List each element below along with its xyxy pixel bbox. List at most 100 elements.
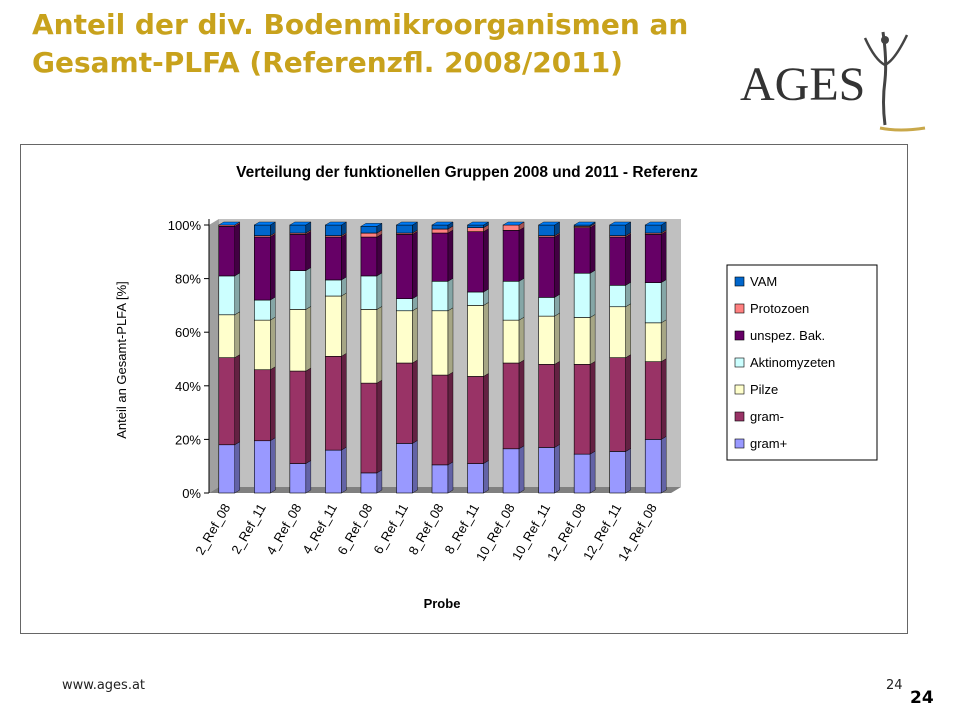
bar-segment (644, 439, 662, 494)
page-number-big: 24 (910, 688, 934, 708)
x-tick-label: 4_Ref_11 (299, 501, 340, 556)
bar-segment (467, 224, 484, 228)
bar-segment (254, 224, 271, 237)
bar-segment (467, 376, 484, 464)
bar-segment (609, 236, 626, 286)
legend-swatch (734, 411, 745, 422)
legend-label: Pilze (750, 382, 778, 397)
bar-segment (467, 305, 484, 377)
bar-segment (609, 451, 626, 494)
y-tick-label: 100% (168, 218, 202, 233)
bar-segment (644, 234, 662, 283)
bar-segment-side (661, 436, 667, 494)
bar-segment (396, 224, 413, 234)
bar-segment (396, 298, 413, 312)
bar-segment (254, 236, 271, 301)
bar-segment (431, 232, 449, 282)
x-tick-label: 8_Ref_11 (441, 501, 482, 556)
bar-segment (325, 236, 342, 281)
bar-segment-side (376, 272, 383, 310)
legend-swatch (734, 438, 745, 449)
bar-segment (325, 224, 342, 237)
bar-segment (254, 440, 271, 494)
bar-segment (360, 309, 378, 384)
bar-segment (573, 453, 591, 494)
bar-segment-side (234, 272, 240, 316)
stacked-bar-chart: Verteilung der funktionellen Gruppen 200… (114, 164, 878, 611)
bar-segment (431, 280, 449, 312)
bar-segment (254, 319, 271, 371)
bar-segment (325, 449, 342, 494)
bar-segment (254, 369, 271, 442)
bar-segment (502, 224, 520, 231)
legend-swatch (734, 384, 745, 395)
bar-top-face (502, 221, 525, 226)
bar-segment-side (305, 460, 312, 494)
bar-top-face (289, 221, 312, 226)
bar-segment (538, 236, 555, 298)
bar-segment-side (589, 269, 596, 318)
bar-segment (218, 444, 236, 494)
bar-segment (360, 232, 378, 238)
bar-segment (502, 230, 520, 282)
legend-swatch (734, 303, 745, 314)
bar-segment (360, 472, 378, 494)
bar-segment (289, 234, 307, 271)
bar-segment-side (447, 307, 454, 376)
bar-top-face (253, 221, 277, 226)
bar-top-face (395, 221, 419, 226)
bar-segment (502, 280, 520, 321)
bar-segment (431, 310, 449, 376)
bar-segment (431, 224, 449, 230)
bar-segment (573, 227, 591, 274)
bar-top-face (324, 221, 348, 226)
bar-segment-side (270, 437, 276, 494)
bar-segment (218, 357, 236, 446)
legend-swatch (734, 276, 745, 287)
legend: VAM Protozoen unspez. Bak. Aktinomyzeten Pil… (726, 264, 878, 461)
page-number-small: 24 (886, 678, 903, 693)
y-tick-label: 0% (182, 486, 201, 501)
bar-segment (502, 448, 520, 494)
bar-segment (467, 227, 484, 233)
bar-segment-side (661, 358, 667, 440)
ages-logo: AGES (735, 20, 930, 135)
y-axis-title: Anteil an Gesamt-PLFA [%] (114, 281, 129, 439)
bar-segment (360, 382, 378, 474)
bar-segment (644, 224, 662, 234)
bar-segment (609, 285, 626, 308)
bar-segment (218, 226, 236, 277)
bar-segment-side (483, 373, 489, 464)
bar-segment (573, 317, 591, 365)
bar-segment-side (305, 231, 312, 271)
bar-segment (218, 224, 236, 227)
y-tick-label: 80% (175, 272, 201, 287)
bar-segment (325, 295, 342, 357)
bar-segment-side (234, 354, 240, 446)
bar-segment-side (625, 281, 631, 308)
bar-segment (360, 275, 378, 310)
bar-segment-side (234, 222, 240, 277)
bar-segment-side (554, 444, 560, 494)
x-tick-label: 2_Ref_11 (228, 501, 269, 556)
bar-segment (218, 275, 236, 316)
bar-segment (289, 309, 307, 372)
y-tick-label: 20% (175, 432, 201, 447)
bar-segment-side (341, 276, 347, 297)
bar-segment-side (234, 441, 240, 494)
bar-segment (431, 228, 449, 234)
bar-segment (289, 463, 307, 494)
bar-segment (573, 364, 591, 455)
bar-segment-side (412, 359, 418, 444)
bar-segment (289, 224, 307, 234)
bar-segment-side (589, 224, 596, 274)
footer-url[interactable]: www.ages.at (62, 678, 146, 693)
plot-side-wall (209, 219, 219, 493)
bar-segment-side (341, 352, 347, 451)
bar-segment (573, 272, 591, 318)
bar-segment (538, 364, 555, 448)
y-tick-label: 60% (175, 325, 201, 340)
bar-segment (538, 297, 555, 317)
bar-segment (325, 356, 342, 451)
bar-segment-side (412, 440, 418, 494)
